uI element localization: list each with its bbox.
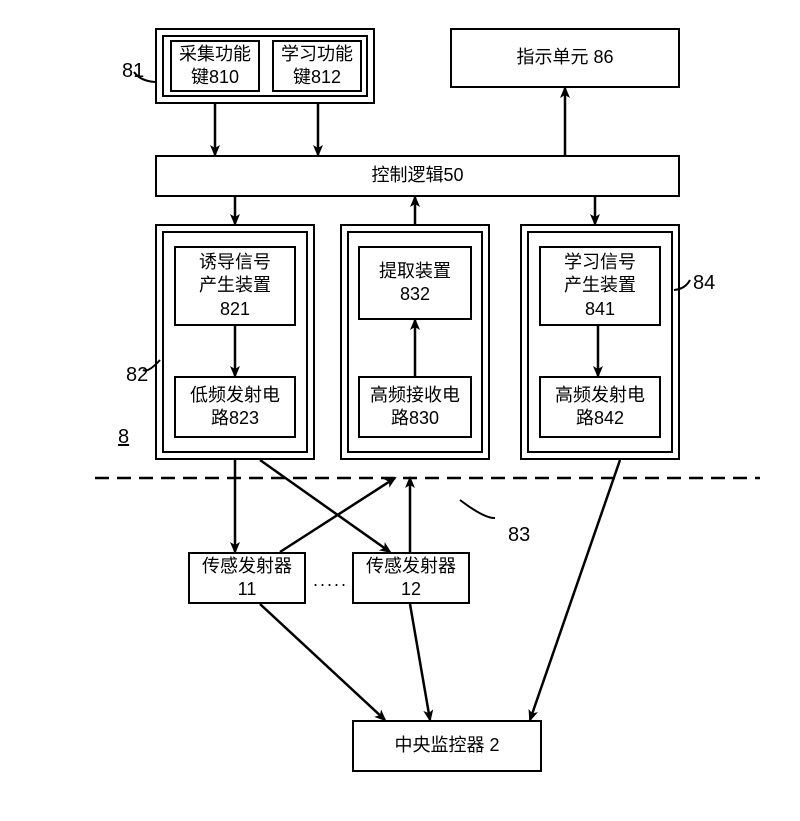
node-label-key_810: 采集功能 键810 bbox=[175, 41, 255, 92]
node-sensor_12: 传感发射器 12 bbox=[352, 552, 470, 604]
node-indicator_86: 指示单元 86 bbox=[450, 28, 680, 88]
node-label-key_812: 学习功能 键812 bbox=[277, 41, 357, 92]
node-extract_832: 提取装置 832 bbox=[358, 246, 472, 320]
node-label-sig_gen_821: 诱导信号 产生装置 821 bbox=[195, 249, 275, 323]
node-label-indicator_86: 指示单元 86 bbox=[512, 44, 617, 71]
ref-r81: 81 bbox=[122, 60, 144, 83]
node-hf_tx_842: 高频发射电 路842 bbox=[539, 376, 661, 438]
ref-r82: 82 bbox=[126, 364, 148, 387]
node-label-control_50: 控制逻辑50 bbox=[367, 162, 467, 189]
node-label-sensor_11: 传感发射器 11 bbox=[198, 553, 296, 604]
node-label-sensor_12: 传感发射器 12 bbox=[362, 553, 460, 604]
node-learn_sig_841: 学习信号 产生装置 841 bbox=[539, 246, 661, 326]
node-control_50: 控制逻辑50 bbox=[155, 155, 680, 197]
node-lf_tx_823: 低频发射电 路823 bbox=[174, 376, 296, 438]
node-label-central_2: 中央监控器 2 bbox=[390, 732, 503, 759]
node-label-hf_tx_842: 高频发射电 路842 bbox=[551, 382, 649, 433]
node-label-extract_832: 提取装置 832 bbox=[375, 258, 455, 309]
ref-r8: 8 bbox=[118, 426, 129, 449]
node-sensor_11: 传感发射器 11 bbox=[188, 552, 306, 604]
node-hf_rx_830: 高频接收电 路830 bbox=[358, 376, 472, 438]
ellipsis-dots: ..... bbox=[313, 570, 348, 591]
edge-14 bbox=[410, 604, 430, 720]
node-key_812: 学习功能 键812 bbox=[272, 40, 362, 92]
ref-leader-2 bbox=[460, 500, 495, 518]
edge-13 bbox=[260, 604, 385, 720]
edge-10 bbox=[260, 460, 390, 552]
ref-r84: 84 bbox=[693, 272, 715, 295]
node-label-hf_rx_830: 高频接收电 路830 bbox=[366, 382, 464, 433]
node-label-lf_tx_823: 低频发射电 路823 bbox=[186, 382, 284, 433]
edge-11 bbox=[280, 478, 395, 552]
node-sig_gen_821: 诱导信号 产生装置 821 bbox=[174, 246, 296, 326]
node-label-learn_sig_841: 学习信号 产生装置 841 bbox=[560, 249, 640, 323]
node-central_2: 中央监控器 2 bbox=[352, 720, 542, 772]
edge-15 bbox=[530, 460, 620, 720]
node-key_810: 采集功能 键810 bbox=[170, 40, 260, 92]
ref-r83: 83 bbox=[508, 524, 530, 547]
